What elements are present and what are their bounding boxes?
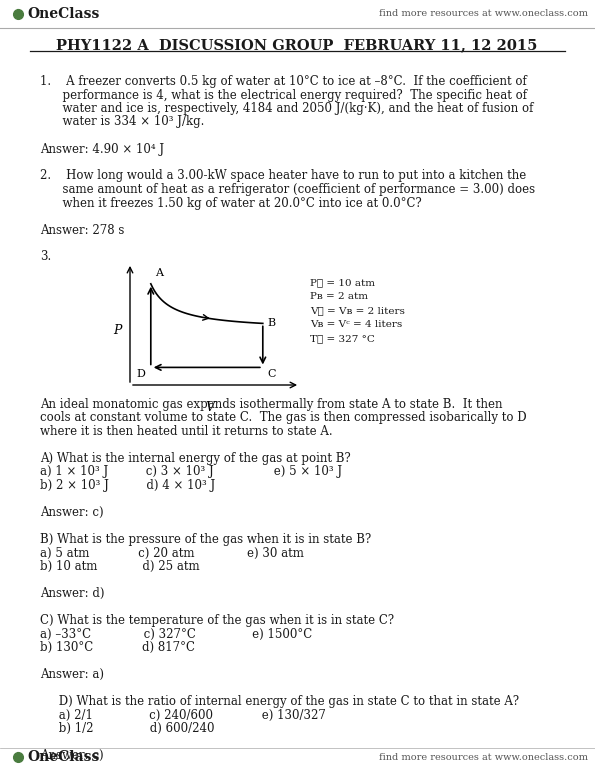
Text: D) What is the ratio of internal energy of the gas in state C to that in state A: D) What is the ratio of internal energy …	[40, 695, 519, 708]
Text: find more resources at www.oneclass.com: find more resources at www.oneclass.com	[379, 752, 588, 762]
Text: performance is 4, what is the electrical energy required?  The specific heat of: performance is 4, what is the electrical…	[40, 89, 527, 102]
Text: a) –33°C              c) 327°C               e) 1500°C: a) –33°C c) 327°C e) 1500°C	[40, 628, 312, 641]
Text: B: B	[268, 319, 276, 328]
Text: water and ice is, respectively, 4184 and 2050 J/(kg·K), and the heat of fusion o: water and ice is, respectively, 4184 and…	[40, 102, 533, 115]
Text: A: A	[155, 268, 163, 278]
Text: Answer: c): Answer: c)	[40, 749, 104, 762]
Text: V⁁ = Vв = 2 liters: V⁁ = Vв = 2 liters	[310, 306, 405, 315]
Text: 2.    How long would a 3.00-kW space heater have to run to put into a kitchen th: 2. How long would a 3.00-kW space heater…	[40, 169, 526, 182]
Text: Answer: a): Answer: a)	[40, 668, 104, 681]
Text: PHY1122 A  DISCUSSION GROUP  FEBRUARY 11, 12 2015: PHY1122 A DISCUSSION GROUP FEBRUARY 11, …	[57, 38, 538, 52]
Text: a) 5 atm             c) 20 atm              e) 30 atm: a) 5 atm c) 20 atm e) 30 atm	[40, 547, 304, 560]
Text: C) What is the temperature of the gas when it is in state C?: C) What is the temperature of the gas wh…	[40, 614, 394, 627]
Text: b) 130°C             d) 817°C: b) 130°C d) 817°C	[40, 641, 195, 654]
Text: a) 2/1               c) 240/600             e) 130/327: a) 2/1 c) 240/600 e) 130/327	[40, 708, 326, 721]
Text: A) What is the internal energy of the gas at point B?: A) What is the internal energy of the ga…	[40, 452, 350, 465]
Text: Answer: c): Answer: c)	[40, 506, 104, 519]
Text: cools at constant volume to state C.  The gas is then compressed isobarically to: cools at constant volume to state C. The…	[40, 411, 527, 424]
Text: P⁁ = 10 atm: P⁁ = 10 atm	[310, 278, 375, 287]
Text: where it is then heated until it returns to state A.: where it is then heated until it returns…	[40, 425, 333, 438]
Text: b) 10 atm            d) 25 atm: b) 10 atm d) 25 atm	[40, 560, 200, 573]
Text: P: P	[114, 323, 122, 336]
Text: 1.    A freezer converts 0.5 kg of water at 10°C to ice at –8°C.  If the coeffic: 1. A freezer converts 0.5 kg of water at…	[40, 75, 527, 88]
Text: OneClass: OneClass	[27, 7, 99, 21]
Text: water is 334 × 10³ J/kg.: water is 334 × 10³ J/kg.	[40, 116, 204, 129]
Text: find more resources at www.oneclass.com: find more resources at www.oneclass.com	[379, 9, 588, 18]
Text: Answer: 4.90 × 10⁴ J: Answer: 4.90 × 10⁴ J	[40, 142, 164, 156]
Text: OneClass: OneClass	[27, 750, 99, 764]
Text: a) 1 × 10³ J          c) 3 × 10³ J                e) 5 × 10³ J: a) 1 × 10³ J c) 3 × 10³ J e) 5 × 10³ J	[40, 466, 342, 478]
Text: when it freezes 1.50 kg of water at 20.0°C into ice at 0.0°C?: when it freezes 1.50 kg of water at 20.0…	[40, 196, 422, 209]
Text: V: V	[205, 401, 215, 414]
Text: Answer: 278 s: Answer: 278 s	[40, 223, 124, 236]
Text: Vв = Vᶜ = 4 liters: Vв = Vᶜ = 4 liters	[310, 320, 402, 329]
Text: T⁁ = 327 °C: T⁁ = 327 °C	[310, 334, 375, 343]
Text: 3.: 3.	[40, 250, 51, 263]
Text: b) 2 × 10³ J          d) 4 × 10³ J: b) 2 × 10³ J d) 4 × 10³ J	[40, 479, 215, 492]
Text: B) What is the pressure of the gas when it is in state B?: B) What is the pressure of the gas when …	[40, 533, 371, 546]
Text: C: C	[268, 370, 276, 380]
Text: b) 1/2               d) 600/240: b) 1/2 d) 600/240	[40, 722, 215, 735]
Text: An ideal monatomic gas expands isothermally from state A to state B.  It then: An ideal monatomic gas expands isotherma…	[40, 398, 503, 411]
Text: Answer: d): Answer: d)	[40, 587, 105, 600]
Text: D: D	[137, 370, 146, 380]
Text: Pв = 2 atm: Pв = 2 atm	[310, 292, 368, 301]
Text: same amount of heat as a refrigerator (coefficient of performance = 3.00) does: same amount of heat as a refrigerator (c…	[40, 183, 535, 196]
